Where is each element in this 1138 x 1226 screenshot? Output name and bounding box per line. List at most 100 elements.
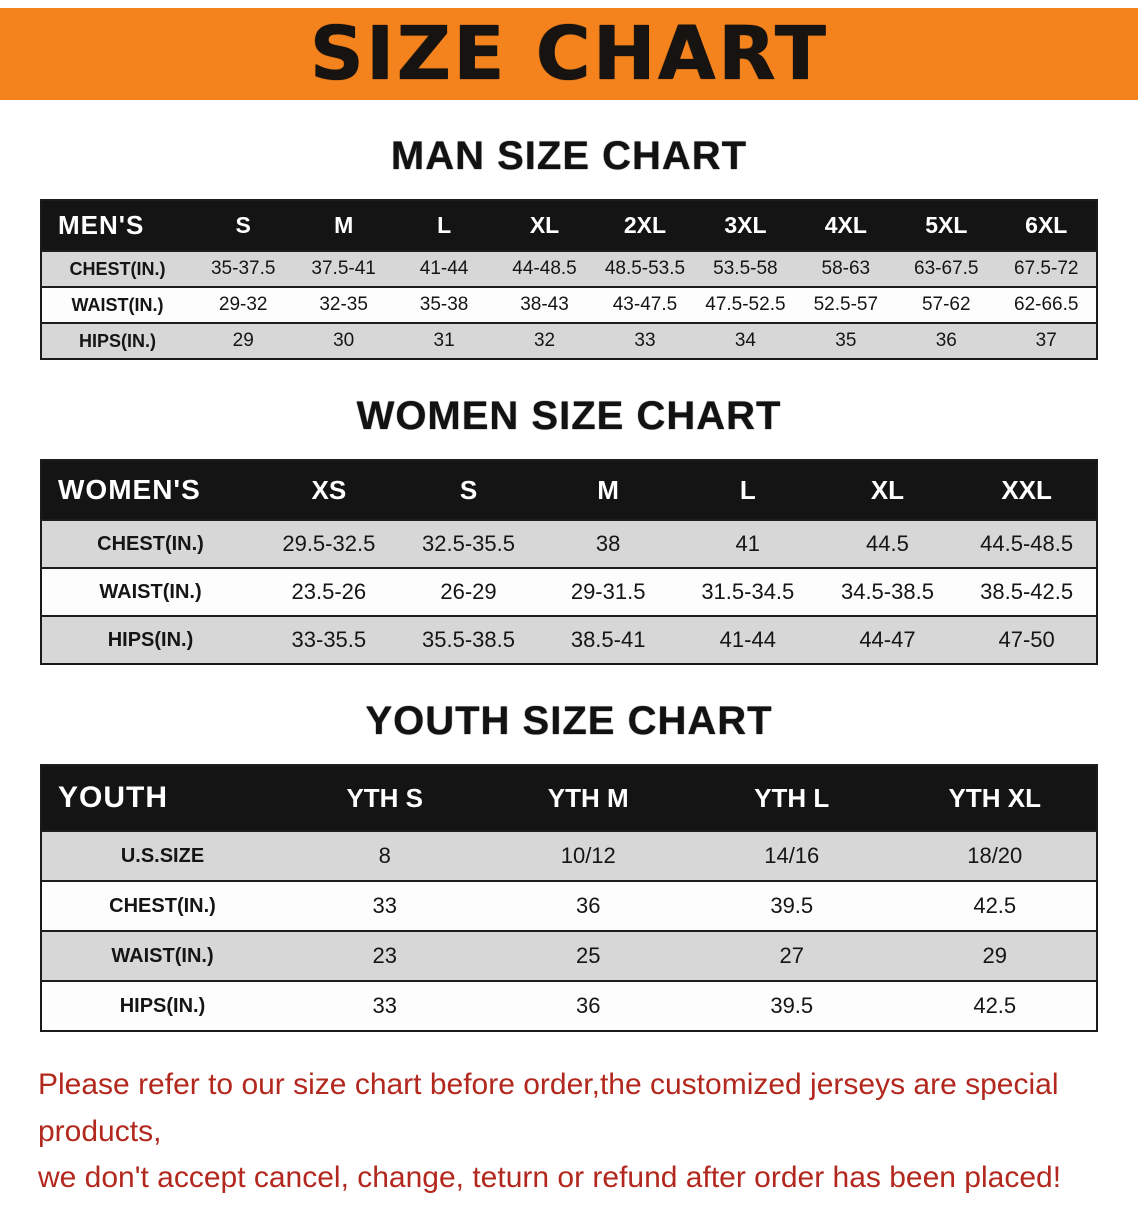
size-value-cell: 47-50: [998, 627, 1055, 652]
size-value-cell: 32: [533, 330, 556, 351]
size-column-header: 2XL: [594, 200, 696, 251]
youth-size-chart-section: YOUTH SIZE CHART YOUTH YTH S YTH M YTH L YTH…: [0, 699, 1138, 1032]
size-column-header: 4XL: [795, 200, 897, 251]
size-column-header: S: [398, 460, 539, 520]
size-value-cell: 43-47.5: [612, 294, 678, 315]
size-value-cell: 29.5-32.5: [282, 531, 376, 556]
table-header-row: WOMEN'S XS S M L XL XXL: [41, 460, 1097, 520]
size-column-header: YTH S: [283, 765, 487, 831]
size-column-header: S: [193, 200, 294, 251]
row-label: HIPS(IN.): [78, 330, 156, 351]
table-row: WAIST(IN.) 23 25 27 29: [41, 931, 1097, 981]
row-label: WAIST(IN.): [71, 294, 164, 315]
table-row: CHEST(IN.) 33 36 39.5 42.5: [41, 881, 1097, 931]
size-value-cell: 63-67.5: [914, 258, 979, 279]
women-size-chart-section: WOMEN SIZE CHART WOMEN'S XS S M L XL XXL CHEST(…: [0, 394, 1138, 665]
size-value-cell: 67.5-72: [1014, 258, 1079, 279]
row-label: HIPS(IN.): [119, 994, 206, 1017]
size-value-cell: 35-37.5: [210, 258, 276, 279]
size-value-cell: 36: [935, 330, 957, 351]
row-label: CHEST(IN.): [69, 258, 166, 279]
size-value-cell: 29-31.5: [570, 579, 646, 604]
size-column-header: XL: [817, 460, 958, 520]
size-value-cell: 41-44: [419, 258, 469, 279]
size-value-cell: 18/20: [967, 843, 1023, 868]
row-label: CHEST(IN.): [97, 532, 204, 555]
page-title: SIZE CHART: [309, 11, 829, 97]
size-value-cell: 57-62: [921, 294, 971, 315]
row-label: HIPS(IN.): [107, 628, 194, 651]
size-value-cell: 32.5-35.5: [422, 531, 515, 556]
table-row: HIPS(IN.) 33-35.5 35.5-38.5 38.5-41 41-44 44-…: [41, 616, 1097, 664]
size-value-cell: 33: [372, 993, 397, 1018]
title-banner: SIZE CHART: [0, 8, 1138, 100]
row-label: CHEST(IN.): [109, 894, 216, 917]
size-value-cell: 62-66.5: [1014, 294, 1079, 315]
table-title-cell: MEN'S: [41, 200, 193, 251]
size-value-cell: 35-38: [419, 294, 469, 315]
size-value-cell: 39.5: [770, 993, 814, 1018]
youth-size-chart-heading: YOUTH SIZE CHART: [365, 699, 773, 743]
size-column-header: L: [393, 200, 495, 251]
size-value-cell: 30: [333, 330, 355, 351]
size-value-cell: 37: [1035, 330, 1057, 351]
size-value-cell: 10/12: [560, 843, 616, 868]
size-value-cell: 38: [595, 531, 621, 556]
table-header-row: YOUTH YTH S YTH M YTH L YTH XL: [41, 765, 1097, 831]
size-value-cell: 14/16: [764, 843, 820, 868]
size-column-header: L: [677, 460, 818, 520]
row-label: WAIST(IN.): [111, 944, 214, 967]
size-value-cell: 52.5-57: [813, 294, 879, 315]
table-row: WAIST(IN.) 23.5-26 26-29 29-31.5 31.5-34.5 34…: [41, 568, 1097, 616]
disclaimer-line-2: we don't accept cancel, change, teturn o…: [38, 1161, 1062, 1194]
size-value-cell: 31: [433, 330, 455, 351]
size-column-header: YTH L: [690, 765, 894, 831]
size-value-cell: 35.5-38.5: [422, 627, 515, 652]
table-row: CHEST(IN.) 35-37.5 37.5-41 41-44 44-48.5 48.5…: [41, 251, 1097, 287]
size-value-cell: 34: [734, 330, 756, 351]
table-header-row: MEN'S S M L XL 2XL 3XL 4XL 5XL 6XL: [41, 200, 1097, 251]
size-value-cell: 39.5: [770, 893, 814, 918]
table-row: HIPS(IN.) 29 30 31 32 33 34 35 36 37: [41, 323, 1097, 359]
disclaimer-line-1: Please refer to our size chart before or…: [38, 1068, 1059, 1148]
size-value-cell: 37.5-41: [311, 258, 376, 279]
table-row: U.S.SIZE 8 10/12 14/16 18/20: [41, 831, 1097, 881]
women-size-table: WOMEN'S XS S M L XL XXL CHEST(IN.) 29.5-32.5 32.5…: [40, 459, 1098, 665]
size-column-header: XS: [259, 460, 399, 520]
women-size-chart-heading: WOMEN SIZE CHART: [356, 394, 782, 438]
size-value-cell: 8: [378, 843, 391, 868]
size-value-cell: 38.5-42.5: [980, 579, 1074, 604]
size-value-cell: 53.5-58: [713, 258, 778, 279]
size-value-cell: 44.5: [866, 531, 909, 556]
size-value-cell: 42.5: [973, 993, 1017, 1018]
row-label: WAIST(IN.): [99, 580, 202, 603]
size-value-cell: 42.5: [973, 893, 1017, 918]
men-size-chart-heading: MAN SIZE CHART: [390, 134, 748, 178]
table-row: WAIST(IN.) 29-32 32-35 35-38 38-43 43-47.5 47.…: [41, 287, 1097, 323]
youth-size-table: YOUTH YTH S YTH M YTH L YTH XL U.S.SIZE 8 10/12…: [40, 764, 1098, 1032]
size-column-header: M: [538, 460, 678, 520]
size-value-cell: 25: [576, 943, 601, 968]
size-value-cell: 29: [982, 943, 1007, 968]
size-value-cell: 33: [634, 330, 656, 351]
size-value-cell: 23: [372, 943, 397, 968]
size-value-cell: 44.5-48.5: [980, 531, 1074, 556]
size-value-cell: 36: [576, 893, 601, 918]
size-value-cell: 33-35.5: [291, 627, 367, 652]
size-value-cell: 32-35: [319, 294, 368, 315]
men-size-chart-section: MAN SIZE CHART MEN'S S M L XL 2XL 3XL 4XL 5XL 6XL…: [0, 134, 1138, 360]
men-size-table: MEN'S S M L XL 2XL 3XL 4XL 5XL 6XL CHEST(IN.) 35-37…: [40, 199, 1098, 360]
size-column-header: 3XL: [695, 200, 796, 251]
size-value-cell: 41-44: [719, 627, 776, 652]
size-value-cell: 36: [576, 993, 601, 1018]
size-value-cell: 48.5-53.5: [604, 258, 686, 279]
size-column-header: YTH XL: [893, 765, 1097, 831]
size-column-header: YTH M: [486, 765, 690, 831]
size-column-header: XL: [494, 200, 595, 251]
table-row: CHEST(IN.) 29.5-32.5 32.5-35.5 38 41 44.5 44.5…: [41, 520, 1097, 568]
size-column-header: XXL: [957, 460, 1097, 520]
size-value-cell: 34.5-38.5: [840, 579, 934, 604]
size-value-cell: 58-63: [821, 258, 871, 279]
size-value-cell: 38-43: [520, 294, 569, 315]
